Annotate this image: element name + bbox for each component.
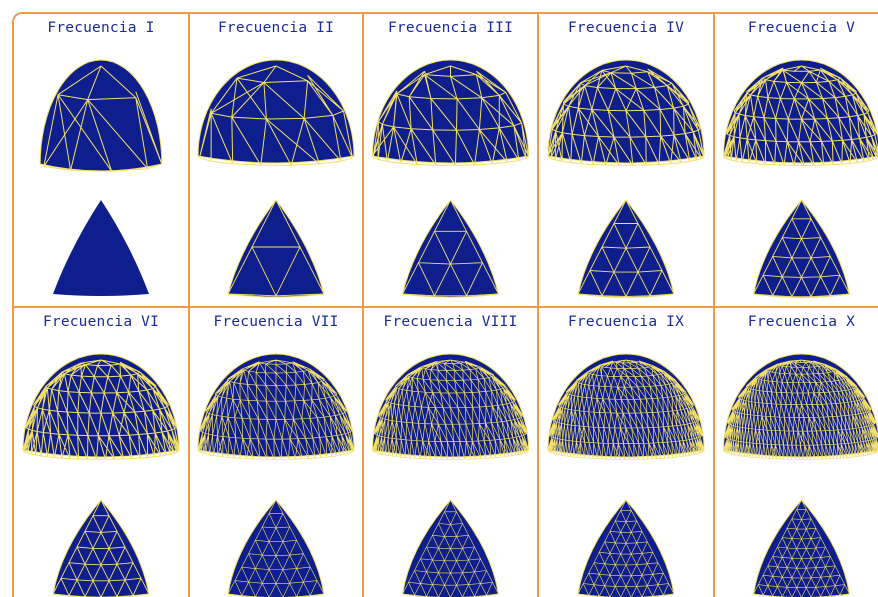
cell-frecuencia-9: Frecuencia IX <box>539 308 715 597</box>
cell-title: Frecuencia VIII <box>383 314 518 330</box>
frequency-grid: Frecuencia I Frecuencia II Frecuencia II… <box>12 12 878 597</box>
cell-frecuencia-5: Frecuencia V <box>715 14 878 308</box>
geodesic-dome <box>39 59 163 172</box>
cell-title: Frecuencia X <box>747 314 856 330</box>
cell-title: Frecuencia VI <box>42 314 160 330</box>
triangle-edges <box>753 199 850 298</box>
triangle-body <box>227 199 325 298</box>
geodesic-dome <box>371 59 530 166</box>
triangle-edges <box>577 199 675 297</box>
dome-edges <box>547 359 705 460</box>
dome-edges <box>372 359 529 460</box>
cell-frecuencia-4: Frecuencia IV <box>539 14 715 308</box>
triangle-edges <box>402 499 499 597</box>
cell-frecuencia-3: Frecuencia III <box>364 14 539 308</box>
geodesic-dome <box>722 59 878 166</box>
geodesic-dome <box>22 353 180 460</box>
dome-edges <box>372 65 529 166</box>
cell-title: Frecuencia I <box>47 20 155 36</box>
dome-edges <box>723 359 878 460</box>
geodesic-dome <box>547 59 705 166</box>
dome-edges <box>199 65 353 166</box>
cell-title: Frecuencia IX <box>567 314 685 330</box>
cell-title: Frecuencia II <box>217 20 335 36</box>
spherical-triangle <box>53 200 149 296</box>
triangle-body <box>227 499 325 597</box>
triangle-edges <box>227 499 325 597</box>
geodesic-dome <box>722 353 878 460</box>
dome-body <box>371 59 530 164</box>
cell-title: Frecuencia III <box>387 20 514 36</box>
dome-edges <box>43 65 163 172</box>
dome-edges <box>22 359 180 460</box>
triangle-body <box>401 199 500 298</box>
dome-edges <box>197 359 355 460</box>
cell-title: Frecuencia V <box>747 20 856 36</box>
dome-body <box>197 59 355 164</box>
spherical-triangle <box>752 199 851 299</box>
geodesic-dome <box>371 353 530 460</box>
cell-frecuencia-6: Frecuencia VI <box>14 308 190 597</box>
spherical-triangle <box>227 499 325 597</box>
spherical-triangle <box>752 499 851 597</box>
dome-edges <box>723 65 878 166</box>
dome-edges <box>547 65 705 166</box>
dome-body <box>722 59 878 164</box>
cell-frecuencia-2: Frecuencia II <box>190 14 364 308</box>
triangle-edges <box>577 499 675 597</box>
geodesic-dome <box>197 353 355 460</box>
cell-frecuencia-7: Frecuencia VII <box>190 308 364 597</box>
cell-title: Frecuencia IV <box>567 20 685 36</box>
triangle-edges <box>227 199 325 297</box>
triangle-edges <box>402 199 499 297</box>
geodesic-dome <box>547 353 705 460</box>
triangle-edges <box>753 499 850 597</box>
triangle-body <box>752 199 851 299</box>
cell-frecuencia-10: Frecuencia X <box>715 308 878 597</box>
triangle-body <box>577 499 675 597</box>
spherical-triangle <box>577 499 675 597</box>
spherical-triangle <box>401 199 500 298</box>
cell-frecuencia-8: Frecuencia VIII <box>364 308 539 597</box>
triangle-edges <box>52 499 150 597</box>
cell-frecuencia-1: Frecuencia I <box>14 14 190 308</box>
spherical-triangle <box>52 499 150 597</box>
geodesic-dome <box>197 59 355 166</box>
cell-title: Frecuencia VII <box>213 314 339 330</box>
triangle-body <box>53 200 149 296</box>
spherical-triangle <box>227 199 325 298</box>
spherical-triangle <box>577 199 675 298</box>
spherical-triangle <box>401 499 500 597</box>
